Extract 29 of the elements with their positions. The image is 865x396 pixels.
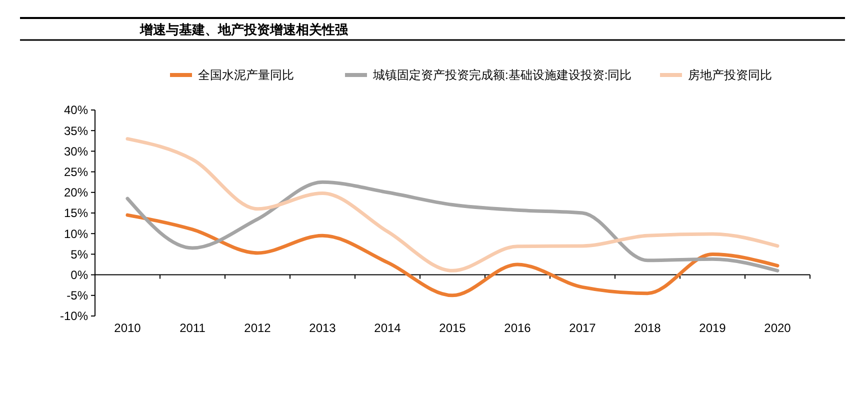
- x-tick-label: 2014: [374, 321, 402, 335]
- y-tick-label: 10%: [64, 226, 88, 241]
- y-tick-label: 40%: [64, 103, 88, 118]
- y-tick-label: 15%: [64, 206, 88, 220]
- x-tick-label: 2015: [439, 321, 466, 335]
- x-tick-label: 2013: [309, 321, 336, 335]
- x-tick-label: 2012: [244, 321, 272, 335]
- x-tick-label: 2010: [114, 321, 142, 335]
- line-series: [126, 137, 780, 272]
- x-tick-label: 2016: [504, 321, 532, 335]
- y-tick-label: 25%: [64, 165, 88, 179]
- y-tick-label: 30%: [64, 144, 88, 158]
- x-tick-label: 2020: [764, 321, 792, 335]
- y-tick-label: -5%: [66, 288, 88, 303]
- y-tick-label: 5%: [70, 247, 88, 262]
- line-series: [126, 213, 780, 298]
- y-tick-label: -10%: [60, 309, 88, 324]
- y-tick-label: 35%: [64, 124, 88, 138]
- legend-label: 房地产投资同比: [688, 68, 772, 82]
- line-series: [126, 180, 780, 272]
- x-tick-label: 2019: [699, 321, 726, 335]
- legend-label: 全国水泥产量同比: [198, 68, 294, 82]
- x-tick-label: 2011: [180, 321, 206, 335]
- legend-label: 城镇固定资产投资完成额:基础设施建设投资:同比: [372, 68, 632, 82]
- x-tick-label: 2017: [569, 321, 596, 335]
- chart-title: 增速与基建、地产投资增速相关性强: [139, 22, 349, 37]
- x-tick-label: 2018: [634, 321, 662, 335]
- y-tick-label: 0%: [70, 268, 88, 282]
- y-tick-label: 20%: [64, 186, 88, 200]
